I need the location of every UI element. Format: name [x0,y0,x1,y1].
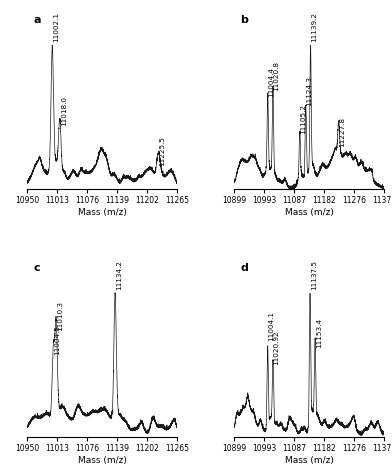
Text: 11002.1: 11002.1 [53,13,59,42]
Text: 11227.8: 11227.8 [339,117,345,147]
Text: a: a [33,15,41,25]
Text: 11010.3: 11010.3 [57,301,63,331]
X-axis label: Mass (m/z): Mass (m/z) [285,456,334,465]
Text: 11139.2: 11139.2 [311,13,317,42]
Text: 11004.1: 11004.1 [268,311,274,341]
Text: 11225.5: 11225.5 [160,136,165,166]
X-axis label: Mass (m/z): Mass (m/z) [78,456,127,465]
Text: 11153.4: 11153.4 [316,318,322,348]
Text: 11018.0: 11018.0 [61,96,67,126]
Text: 11020.8: 11020.8 [274,61,279,91]
X-axis label: Mass (m/z): Mass (m/z) [285,208,334,217]
X-axis label: Mass (m/z): Mass (m/z) [78,208,127,217]
Text: c: c [33,263,40,273]
Text: 11105.2: 11105.2 [300,105,307,134]
Text: b: b [240,15,248,25]
Text: 11124.3: 11124.3 [307,76,312,106]
Text: d: d [240,263,248,273]
Text: 11137.5: 11137.5 [310,260,317,291]
Text: 11004.4: 11004.4 [269,67,274,97]
Text: 11134.2: 11134.2 [116,260,122,291]
Text: 11004.5: 11004.5 [54,325,60,355]
Text: 11020.92: 11020.92 [274,331,279,365]
